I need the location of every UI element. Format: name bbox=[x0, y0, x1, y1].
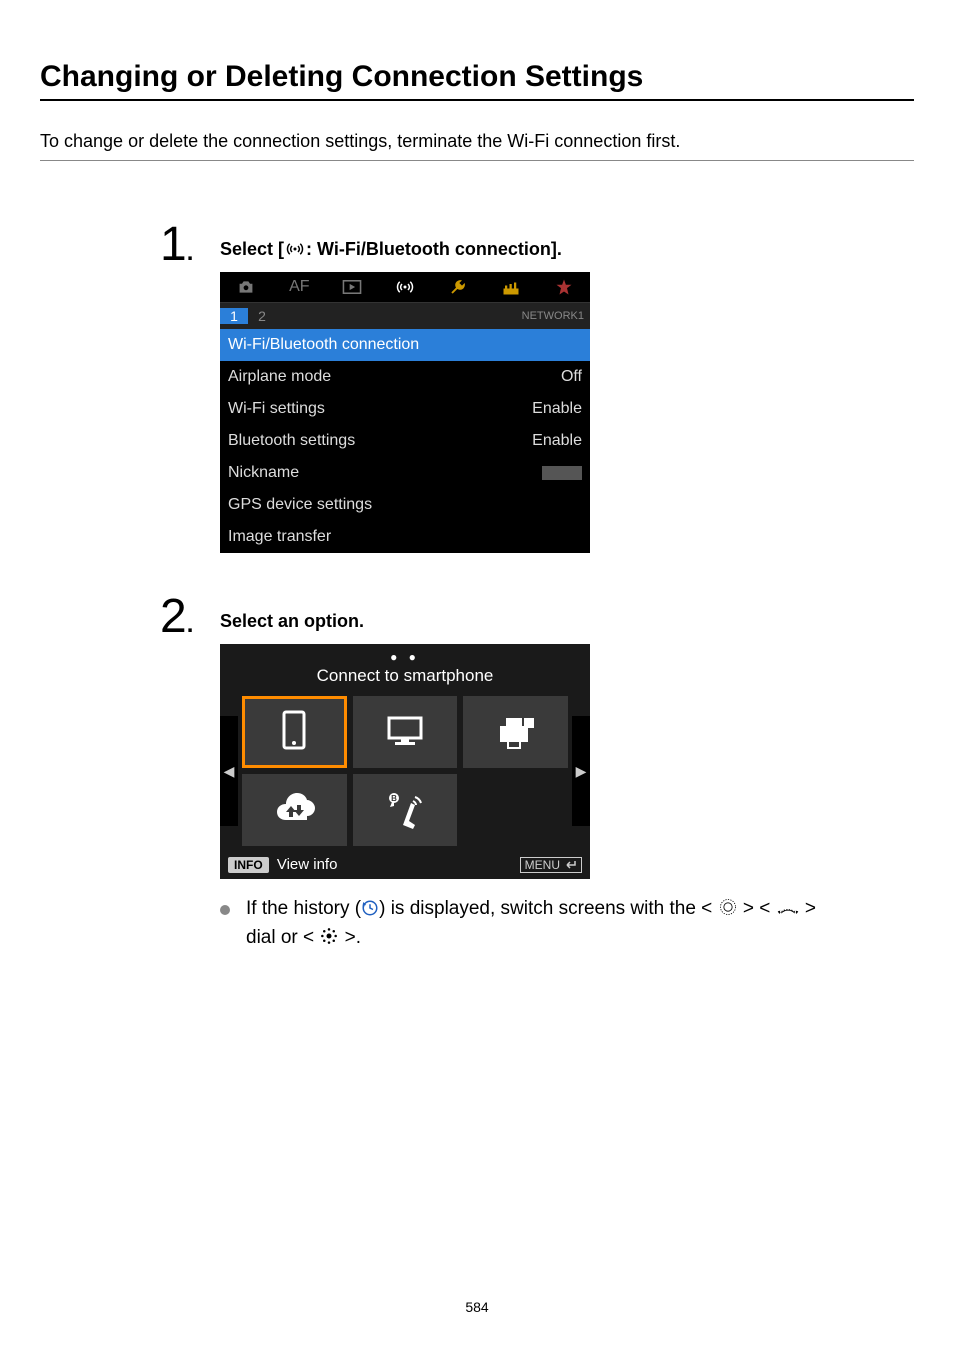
intro-text: To change or delete the connection setti… bbox=[40, 131, 914, 152]
menu-row: Wi-Fi/Bluetooth connection bbox=[220, 329, 590, 361]
camera-tab-icon bbox=[220, 272, 273, 302]
note-mid1: ) is displayed, switch screens with the … bbox=[379, 898, 717, 919]
star-tab-icon bbox=[537, 272, 590, 302]
return-icon bbox=[563, 859, 577, 871]
step-2-dot: . bbox=[187, 611, 194, 638]
svg-text:B: B bbox=[391, 794, 397, 803]
af-tab-icon: AF bbox=[273, 272, 326, 302]
cloud-option bbox=[242, 774, 347, 846]
menu-row: Image transfer bbox=[220, 521, 590, 553]
menu-row: Wi-Fi settingsEnable bbox=[220, 393, 590, 425]
network-tab-icon bbox=[379, 272, 432, 302]
title-underline bbox=[40, 99, 914, 101]
empty-cell bbox=[463, 774, 568, 846]
menu-label: MENU bbox=[525, 858, 560, 872]
menu-rows: Wi-Fi/Bluetooth connection Airplane modeO… bbox=[220, 329, 590, 553]
arrow-right-icon: ▶ bbox=[572, 716, 590, 826]
arrow-left-icon: ◀ bbox=[220, 716, 238, 826]
info-view: INFO View info bbox=[228, 856, 337, 873]
subtab-2: 2 bbox=[248, 308, 276, 324]
note-line2a: dial or < bbox=[246, 927, 319, 948]
menu-row-value bbox=[542, 466, 582, 480]
info-badge: INFO bbox=[228, 857, 269, 873]
custom-tab-icon bbox=[484, 272, 537, 302]
note-text: If the history ( ) is displayed, switch s… bbox=[246, 895, 816, 952]
screenshot-network-menu: AF bbox=[220, 272, 590, 553]
history-icon-link[interactable] bbox=[361, 898, 379, 919]
joystick-icon bbox=[319, 926, 339, 946]
step-2: 2. Select an option. ● ● Connect to smar… bbox=[160, 593, 914, 952]
page-title: Changing or Deleting Connection Settings bbox=[40, 60, 914, 94]
menu-row-value: Off bbox=[561, 368, 582, 386]
history-clock-icon bbox=[361, 899, 379, 917]
menu-row-label: GPS device settings bbox=[228, 496, 582, 514]
view-info-label: View info bbox=[277, 856, 338, 873]
note-pre: If the history ( bbox=[246, 898, 361, 919]
dial2-icon bbox=[776, 899, 800, 917]
step-1-dot: . bbox=[187, 239, 194, 266]
play-tab-icon bbox=[326, 272, 379, 302]
bullet-icon bbox=[220, 905, 230, 915]
remote-option: B bbox=[353, 774, 458, 846]
menu-row-value: Enable bbox=[532, 432, 582, 450]
menu-row: GPS device settings bbox=[220, 489, 590, 521]
step-2-number: 2. bbox=[160, 593, 210, 641]
computer-option bbox=[353, 696, 458, 768]
page-dots: ● ● bbox=[220, 644, 590, 664]
step-2-heading: Select an option. bbox=[220, 611, 364, 632]
printer-option bbox=[463, 696, 568, 768]
note-mid2: > < bbox=[738, 898, 776, 919]
menu-row: Bluetooth settingsEnable bbox=[220, 425, 590, 457]
menu-row-value: Enable bbox=[532, 400, 582, 418]
screenshot-connect-options: ● ● Connect to smartphone ◀ bbox=[220, 644, 590, 879]
option-grid: B bbox=[238, 692, 572, 850]
step-1-heading-prefix: Select [ bbox=[220, 239, 284, 260]
step-1-digit: 1 bbox=[160, 218, 187, 271]
wrench-tab-icon bbox=[431, 272, 484, 302]
subtab-label: NETWORK1 bbox=[522, 310, 590, 322]
antenna-icon bbox=[286, 239, 304, 260]
step-1-body: Select [ : Wi-Fi/Bluetooth connection]. … bbox=[220, 221, 914, 553]
menu-row-label: Airplane mode bbox=[228, 368, 561, 386]
step-2-body: Select an option. ● ● Connect to smartph… bbox=[220, 593, 914, 952]
page: Changing or Deleting Connection Settings… bbox=[0, 0, 954, 1345]
note-line2b: >. bbox=[339, 927, 361, 948]
menu-row-label: Wi-Fi/Bluetooth connection bbox=[228, 336, 582, 354]
note-mid3: > bbox=[800, 898, 816, 919]
intro-underline bbox=[40, 160, 914, 161]
subtab-bar: 1 2 NETWORK1 bbox=[220, 303, 590, 329]
menu-row: Airplane modeOff bbox=[220, 361, 590, 393]
menu-row-label: Nickname bbox=[228, 464, 542, 482]
menu-back: MENU bbox=[520, 857, 582, 873]
menu-row-label: Bluetooth settings bbox=[228, 432, 532, 450]
step-1-number: 1. bbox=[160, 221, 210, 269]
step-2-note: If the history ( ) is displayed, switch s… bbox=[220, 895, 914, 952]
dial1-icon bbox=[718, 897, 738, 917]
step-1: 1. Select [ : Wi-Fi/Bluetooth connection… bbox=[160, 221, 914, 553]
step-1-heading-suffix: : Wi-Fi/Bluetooth connection]. bbox=[306, 239, 562, 260]
subtab-1: 1 bbox=[220, 308, 248, 324]
page-number: 584 bbox=[0, 1299, 954, 1315]
screenshot-caption: Connect to smartphone bbox=[220, 664, 590, 692]
screenshot-footer: INFO View info MENU bbox=[220, 850, 590, 879]
smartphone-option bbox=[242, 696, 347, 768]
tabbar: AF bbox=[220, 272, 590, 303]
step-1-heading: Select [ : Wi-Fi/Bluetooth connection]. bbox=[220, 239, 562, 260]
menu-row-label: Image transfer bbox=[228, 528, 582, 546]
menu-row-label: Wi-Fi settings bbox=[228, 400, 532, 418]
option-grid-wrap: ◀ bbox=[220, 692, 590, 850]
step-2-digit: 2 bbox=[160, 590, 187, 643]
menu-row: Nickname bbox=[220, 457, 590, 489]
